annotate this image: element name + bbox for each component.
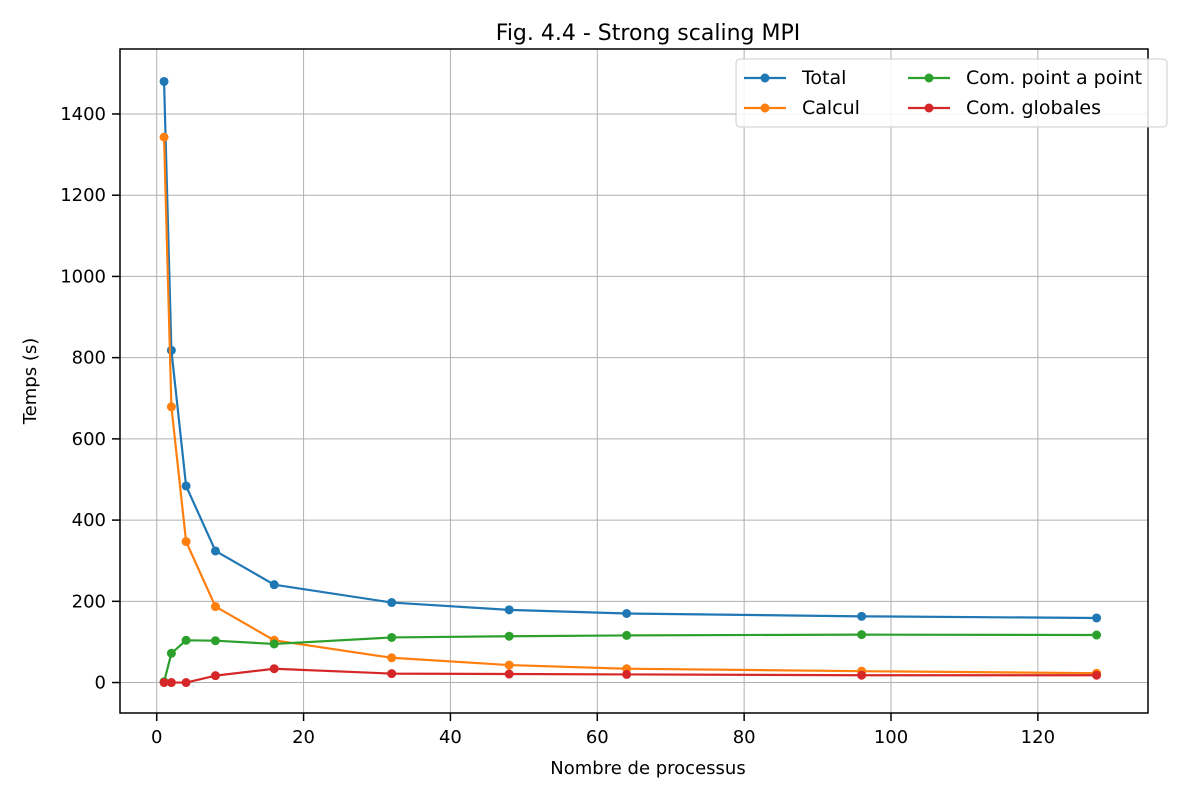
data-point-com-globales: [504, 669, 514, 679]
x-tick-label: 100: [874, 727, 908, 748]
data-point-total: [210, 546, 220, 556]
data-point-com-globales: [159, 678, 169, 688]
grid: [120, 49, 1148, 713]
x-tick-label: 40: [439, 727, 462, 748]
x-tick-label: 60: [586, 727, 609, 748]
x-tick-label: 20: [292, 727, 315, 748]
data-point-calcul: [166, 402, 176, 412]
data-point-total: [622, 609, 632, 619]
legend-label: Total: [801, 67, 846, 89]
y-tick-label: 600: [72, 429, 106, 450]
legend-marker: [924, 73, 934, 83]
data-point-com-globales: [387, 669, 397, 679]
legend-marker: [760, 103, 770, 113]
data-point-calcul: [181, 537, 191, 547]
y-tick-label: 0: [95, 673, 106, 694]
data-point-total: [269, 580, 279, 590]
y-axis-label: Temps (s): [20, 338, 41, 426]
data-point-calcul: [210, 602, 220, 612]
data-point-total: [166, 345, 176, 355]
y-tick-label: 200: [72, 591, 106, 612]
data-point-com-point-a-point: [1092, 630, 1102, 640]
y-tick-label: 800: [72, 348, 106, 369]
series-line-com-globales: [164, 667, 1097, 684]
plot-frame: [119, 48, 1149, 714]
x-axis-label: Nombre de processus: [550, 758, 745, 779]
x-tick-label: 80: [733, 727, 756, 748]
data-point-com-globales: [210, 671, 220, 681]
data-point-com-point-a-point: [622, 630, 632, 640]
chart-title: Fig. 4.4 - Strong scaling MPI: [496, 21, 800, 46]
y-tick-label: 1000: [60, 266, 106, 287]
data-point-calcul: [159, 132, 169, 142]
series-layer: [159, 76, 1102, 688]
y-axis: 0 200 400 600 800 1000 1200 1400: [60, 104, 120, 694]
data-point-total: [181, 481, 191, 491]
y-tick-label: 1200: [60, 185, 106, 206]
data-point-com-point-a-point: [269, 639, 279, 649]
series-com-point-a-point: [159, 630, 1102, 687]
data-point-com-globales: [181, 678, 191, 688]
legend-label: Com. point a point: [966, 67, 1142, 89]
series-com-globales: [159, 664, 1102, 688]
x-tick-label: 0: [151, 727, 162, 748]
legend-entry-total: Total: [744, 67, 846, 89]
legend-entry-calcul: Calcul: [744, 97, 860, 119]
data-point-total: [504, 605, 514, 615]
legend-entry-com-point-a-point: Com. point a point: [908, 67, 1142, 89]
data-point-com-point-a-point: [504, 631, 514, 641]
data-point-com-point-a-point: [181, 635, 191, 645]
data-point-total: [387, 598, 397, 608]
data-point-com-point-a-point: [387, 632, 397, 642]
series-line-com-point-a-point: [162, 633, 1097, 683]
data-point-total: [1092, 613, 1102, 623]
legend-entry-com-globales: Com. globales: [908, 97, 1101, 119]
series-line-total: [162, 81, 1097, 620]
series-line-calcul: [162, 137, 1097, 675]
legend-label: Calcul: [802, 97, 860, 119]
data-point-calcul: [387, 653, 397, 663]
data-point-com-globales: [269, 664, 279, 674]
legend-box: [735, 58, 1168, 128]
legend-label: Com. globales: [966, 97, 1101, 119]
data-point-calcul: [504, 660, 514, 670]
x-tick-label: 120: [1021, 727, 1055, 748]
data-point-com-globales: [857, 670, 867, 680]
data-point-com-point-a-point: [857, 630, 867, 640]
legend-marker: [760, 73, 770, 83]
data-point-total: [159, 76, 169, 86]
data-point-com-globales: [622, 669, 632, 679]
data-point-total: [857, 611, 867, 621]
y-tick-label: 1400: [60, 104, 106, 125]
data-point-com-point-a-point: [210, 636, 220, 646]
y-tick-label: 400: [72, 510, 106, 531]
data-point-com-point-a-point: [166, 648, 176, 658]
legend-marker: [924, 103, 934, 113]
x-axis: 0 20 40 60 80 100 120: [151, 713, 1055, 748]
data-point-com-globales: [1092, 670, 1102, 680]
data-point-com-globales: [166, 678, 176, 688]
legend: Total Calcul Com. point a point Com. global…: [735, 58, 1168, 128]
